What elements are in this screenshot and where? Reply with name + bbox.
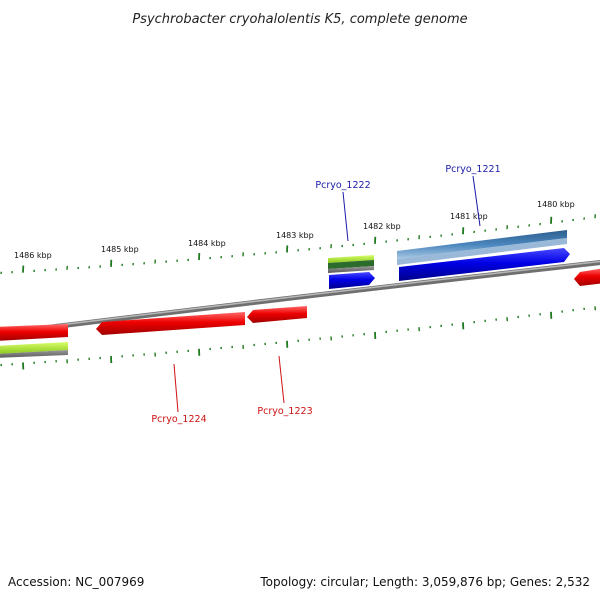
cds-pcryo-1221[interactable] (399, 248, 570, 281)
leader-line (342, 191, 349, 242)
scale-label: 1484 kbp (188, 239, 226, 248)
minus-strand-features (0, 306, 307, 358)
accession-text: Accession: NC_007969 (8, 575, 144, 589)
gene-label-pcryo-1221[interactable]: Pcryo_1221 (445, 164, 500, 175)
misc-feature-shadow (0, 350, 68, 358)
scale-ticks-lower (0, 306, 596, 370)
cds-edge-left[interactable] (0, 324, 68, 341)
misc-feature (328, 255, 374, 263)
rna-feature-shadow (328, 266, 374, 273)
scale-ticks-upper (0, 214, 596, 275)
gene-label-pcryo-1224[interactable]: Pcryo_1224 (151, 414, 206, 425)
genome-backbone-highlight (0, 260, 600, 334)
gene-label-pcryo-1222[interactable]: Pcryo_1222 (315, 180, 370, 191)
scale-labels: 1486 kbp 1485 kbp 1484 kbp 1483 kbp 1482… (14, 200, 575, 260)
gene-label-pcryo-1223[interactable]: Pcryo_1223 (257, 406, 312, 417)
gene-labels: Pcryo_1222 Pcryo_1221 Pcryo_1224 Pcryo_1… (151, 164, 500, 425)
scale-label: 1482 kbp (363, 222, 401, 231)
rna-feature-shadow (397, 238, 567, 265)
cds-edge-right[interactable] (574, 268, 600, 286)
scale-label: 1483 kbp (276, 231, 314, 240)
misc-feature (0, 342, 68, 354)
leader-line (173, 363, 179, 413)
cds-pcryo-1222[interactable] (329, 272, 375, 289)
cds-pcryo-1223[interactable] (247, 306, 307, 323)
genome-summary-text: Topology: circular; Length: 3,059,876 bp… (259, 575, 590, 589)
leader-line (472, 175, 481, 227)
map-title: Psychrobacter cryohalolentis K5, complet… (132, 12, 467, 27)
scale-label: 1480 kbp (537, 200, 575, 209)
leader-line (278, 355, 285, 404)
rna-feature (397, 230, 567, 259)
scale-label: 1485 kbp (101, 245, 139, 254)
scale-label: 1481 kbp (450, 212, 488, 221)
scale-label: 1486 kbp (14, 251, 52, 260)
plus-strand-features (328, 230, 600, 289)
genome-backbone (0, 260, 600, 336)
cds-pcryo-1224[interactable] (96, 312, 245, 335)
